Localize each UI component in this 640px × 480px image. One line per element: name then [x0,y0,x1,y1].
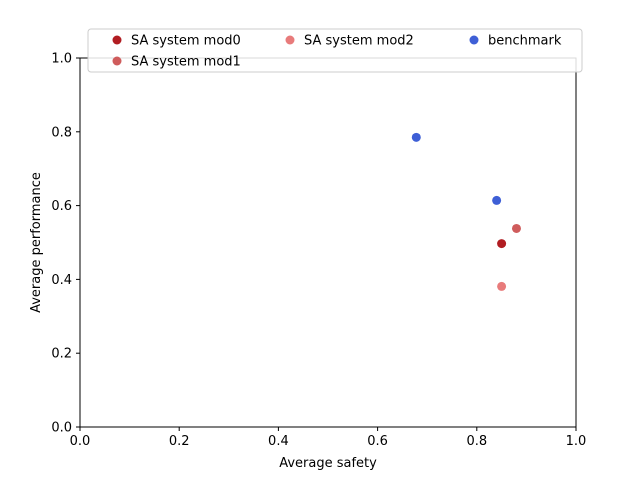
x-tick-label: 0.6 [367,434,388,449]
legend-box [87,28,583,73]
legend-label: SA system mod1 [131,55,241,70]
legend: SA system mod0 SA system mod1 SA system mo… [87,28,583,73]
legend-marker [469,35,479,45]
data-point-benchmark-0 [411,132,421,142]
legend-label: SA system mod0 [131,34,241,49]
data-point-sa-system-mod1-0 [511,223,521,233]
x-tick-label: 0.4 [268,434,289,449]
y-tick-label: 0.8 [51,125,72,140]
y-tick-label: 0.2 [51,347,72,362]
x-axis-label: Average safety [279,456,377,471]
data-points [411,132,521,291]
data-point-sa-system-mod0-0 [497,239,507,249]
x-tick-label: 0.2 [169,434,190,449]
legend-label: benchmark [488,34,562,49]
legend-marker [112,56,122,66]
legend-marker [112,35,122,45]
axis-ticks: 0.0 0.2 0.4 0.6 0.8 1.0 0.0 0.2 0.4 0.6 0.8 1.0 [51,52,586,450]
y-tick-label: 0.6 [51,199,72,214]
y-axis-label: Average performance [29,172,44,313]
legend-marker [285,35,295,45]
legend-label: SA system mod2 [304,34,414,49]
y-tick-label: 0.4 [51,273,72,288]
y-tick-label: 0.0 [51,421,72,436]
x-tick-label: 0.8 [466,434,487,449]
data-point-sa-system-mod2-0 [497,281,507,291]
data-point-benchmark-1 [492,195,502,205]
y-tick-label: 1.0 [51,52,72,67]
x-tick-label: 1.0 [566,434,587,449]
x-tick-label: 0.0 [70,434,91,449]
